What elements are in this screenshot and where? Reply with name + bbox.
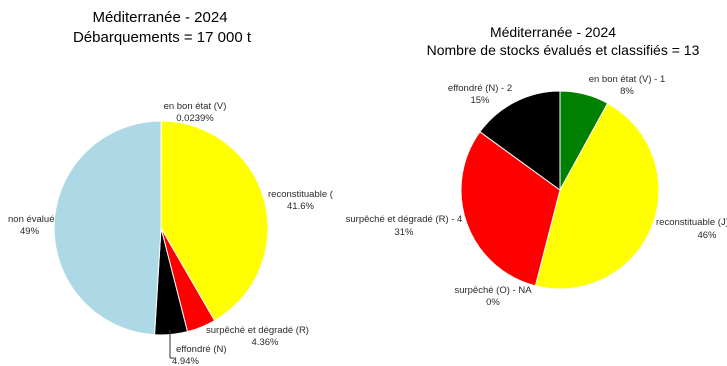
chart-right-slices: [460, 90, 660, 290]
slice-label-surpeche-r: surpêché (O) - NA: [454, 285, 532, 296]
slice-label-en-bon-etat-r: en bon état (V) - 1: [589, 74, 666, 85]
slice-label-effondre-r: effondré (N) - 2: [448, 83, 512, 94]
slice-pct-non-evalue: 49%: [20, 226, 40, 237]
left-slice-1: [160, 120, 269, 322]
slice-pct-effondre: 4.94%: [172, 356, 199, 366]
slice-pct-surpeche-degrade: 4.36%: [252, 337, 279, 348]
chart-left-leader-lines: [169, 330, 174, 359]
slice-label-non-evalue: non évalué: [8, 214, 54, 225]
chart-left-title: Méditerranée - 2024: [92, 9, 227, 26]
slice-label-effondre: effondré (N): [176, 344, 227, 355]
chart-left: Méditerranée - 2024 Débarquements = 17 0…: [8, 9, 334, 366]
slice-pct-surpeche-degrade-r: 31%: [394, 227, 414, 238]
slice-label-reconstituable: reconstituable (: [268, 189, 334, 200]
slice-pct-surpeche-r: 0%: [486, 297, 500, 308]
slice-pct-reconstituable: 41.6%: [287, 201, 314, 212]
slice-label-reconstituable-r: reconstituable (J): [656, 217, 727, 228]
right-slice-3: [460, 131, 561, 287]
chart-left-subtitle: Débarquements = 17 000 t: [73, 29, 252, 46]
chart-right: Méditerranée - 2024 Nombre de stocks éva…: [346, 24, 727, 308]
right-slice-4: [479, 90, 561, 191]
chart-right-title: Méditerranée - 2024: [490, 24, 616, 40]
slice-pct-en-bon-etat: 0.0239%: [176, 113, 214, 124]
left-slice-4: [53, 120, 162, 336]
right-slice-1: [534, 102, 660, 290]
slice-pct-en-bon-etat-r: 8%: [620, 86, 634, 97]
slice-pct-effondre-r: 15%: [470, 95, 490, 106]
slice-label-en-bon-etat: en bon état (V): [164, 101, 227, 112]
slice-label-surpeche-degrade: surpêché et dégradé (R): [206, 325, 309, 336]
chart-left-slices: [53, 120, 269, 336]
slice-pct-reconstituable-r: 46%: [697, 230, 717, 241]
slice-label-surpeche-degrade-r: surpêché et dégradé (R) - 4: [346, 214, 463, 225]
chart-right-subtitle: Nombre de stocks évalués et classifiés =…: [427, 42, 700, 58]
